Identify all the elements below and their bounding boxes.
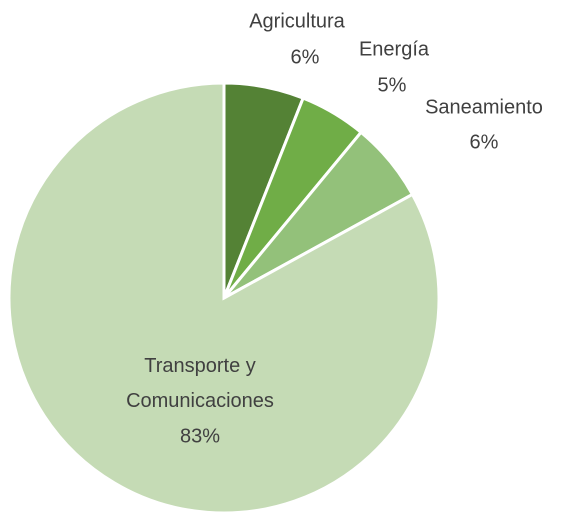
pie-slice bbox=[7, 81, 441, 512]
category-label: Energía bbox=[358, 38, 430, 61]
value-label: 6% bbox=[290, 46, 320, 69]
category-label: Agricultura bbox=[249, 10, 345, 33]
value-label: 5% bbox=[377, 74, 407, 97]
value-label: 83% bbox=[179, 425, 221, 448]
category-label: Transporte y Comunicaciones bbox=[126, 355, 274, 412]
value-label: 6% bbox=[469, 131, 499, 154]
category-label: Saneamiento bbox=[425, 96, 543, 119]
